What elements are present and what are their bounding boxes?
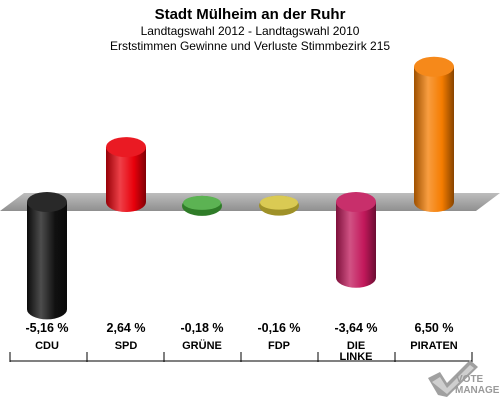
- x-axis-ticks: [9, 352, 473, 362]
- value-labels-group: -5,16 % 2,64 % -0,18 % -0,16 % -3,64 % 6,50 %: [25, 321, 453, 335]
- checkmark-icon: [428, 360, 478, 397]
- category-label: SPD: [115, 340, 138, 352]
- bar-fdp: [259, 195, 299, 216]
- chart-subtitle-2: Erststimmen Gewinne und Verluste Stimmbe…: [110, 39, 390, 53]
- bars-group: [27, 56, 454, 320]
- bar-cdu: [27, 192, 67, 320]
- logo-text-vote: VOTE: [456, 374, 484, 385]
- chart-subtitle: Landtagswahl 2012 - Landtagswahl 2010: [141, 24, 360, 38]
- bar-piraten: [414, 56, 454, 212]
- category-label: LINKE: [340, 351, 373, 363]
- category-label: FDP: [268, 340, 290, 352]
- value-label: 2,64 %: [107, 321, 146, 335]
- category-label: PIRATEN: [410, 340, 458, 352]
- value-label: -0,16 %: [257, 321, 300, 335]
- value-label: -0,18 %: [180, 321, 223, 335]
- bar-die-linke: [336, 192, 376, 288]
- category-label: GRÜNE: [182, 339, 222, 352]
- logo-text-manager: MANAGER: [455, 385, 500, 396]
- bar-grüne: [182, 195, 222, 216]
- votemanager-logo: VOTE MANAGER: [428, 360, 500, 397]
- chart-title: Stadt Mülheim an der Ruhr: [155, 6, 346, 23]
- value-label: 6,50 %: [415, 321, 454, 335]
- value-label: -5,16 %: [25, 321, 68, 335]
- value-label: -3,64 %: [334, 321, 377, 335]
- category-label: CDU: [35, 340, 59, 352]
- category-label: DIE: [347, 340, 365, 352]
- bar-spd: [106, 137, 146, 212]
